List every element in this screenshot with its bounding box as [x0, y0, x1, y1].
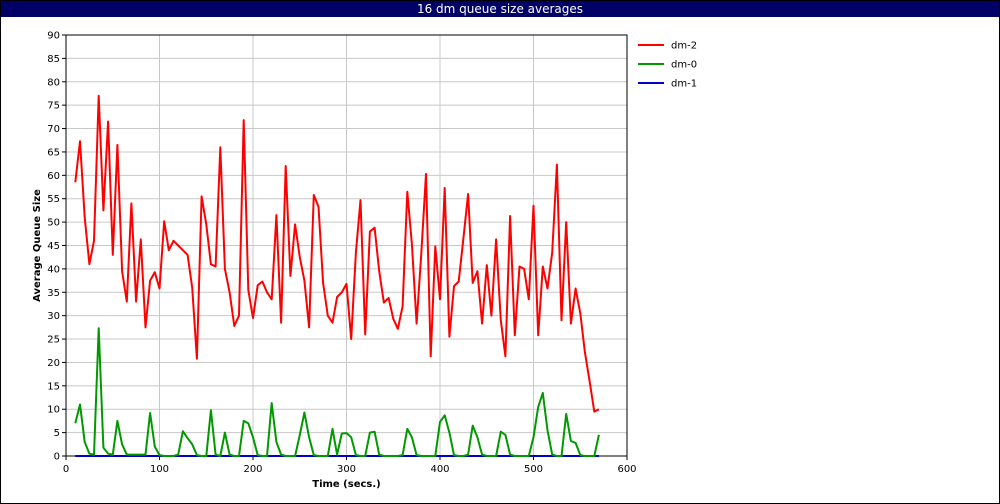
- y-tick-label: 80: [47, 77, 60, 88]
- series-line-dm-0: [74, 327, 600, 457]
- y-tick-label: 50: [47, 218, 60, 229]
- y-tick-label: 65: [47, 147, 60, 158]
- x-tick-label: 400: [430, 464, 449, 475]
- x-tick-label: 300: [337, 464, 356, 475]
- y-tick-label: 70: [47, 124, 60, 135]
- x-axis-label: Time (secs.): [312, 479, 381, 490]
- y-tick-label: 60: [47, 171, 60, 182]
- y-axis-ticks: 0 5 10 15 20 25 30 35 40 45 50 55 60 65 70 75 80 85 90: [47, 31, 66, 463]
- legend: dm-2 dm-0 dm-1: [638, 41, 697, 90]
- y-tick-label: 35: [47, 288, 60, 299]
- y-tick-label: 20: [47, 358, 60, 369]
- x-tick-label: 100: [150, 464, 169, 475]
- legend-label-dm-2: dm-2: [671, 41, 697, 52]
- x-tick-label: 600: [617, 464, 636, 475]
- y-axis-label: Average Queue Size: [32, 189, 43, 302]
- legend-label-dm-0: dm-0: [671, 60, 697, 71]
- x-tick-label: 200: [243, 464, 262, 475]
- x-tick-label: 0: [63, 464, 69, 475]
- chart-title: 16 dm queue size averages: [1, 1, 999, 17]
- y-tick-label: 30: [47, 311, 60, 322]
- y-tick-label: 75: [47, 101, 60, 112]
- y-tick-label: 45: [47, 241, 60, 252]
- series-lines: [74, 94, 600, 457]
- y-tick-label: 15: [47, 381, 60, 392]
- y-tick-label: 85: [47, 54, 60, 65]
- y-tick-label: 90: [47, 31, 60, 42]
- y-tick-label: 10: [47, 405, 60, 416]
- y-tick-label: 25: [47, 335, 60, 346]
- series-line-dm-2: [74, 94, 600, 413]
- y-tick-label: 0: [54, 452, 60, 463]
- y-tick-label: 5: [54, 428, 60, 439]
- x-tick-label: 500: [524, 464, 543, 475]
- legend-label-dm-1: dm-1: [671, 79, 697, 90]
- x-axis-ticks: 0 100 200 300 400 500 600: [63, 456, 637, 475]
- y-tick-label: 55: [47, 194, 60, 205]
- y-tick-label: 40: [47, 264, 60, 275]
